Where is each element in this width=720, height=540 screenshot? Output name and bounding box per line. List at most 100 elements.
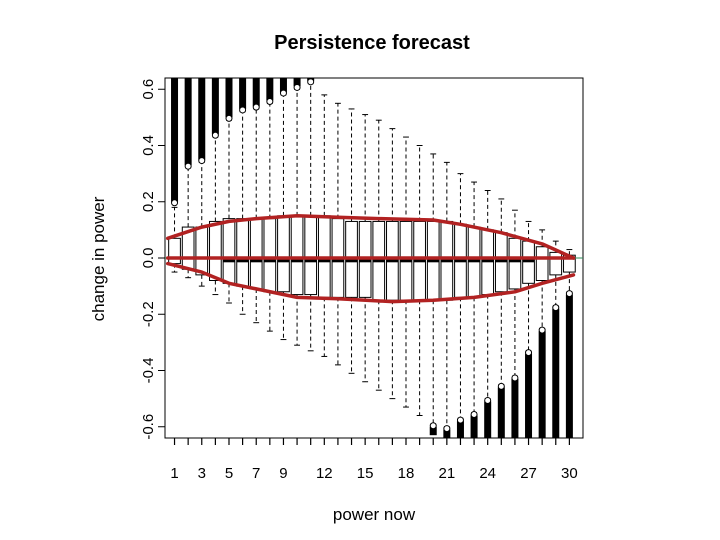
y-tick-label: -0.4	[140, 358, 157, 384]
upper-outliers	[211, 78, 219, 135]
y-tick-label: -0.2	[140, 301, 157, 327]
lower-outliers	[538, 331, 546, 438]
box-body	[304, 215, 318, 296]
x-tick-label: 24	[479, 465, 496, 482]
outlier-point	[252, 103, 260, 111]
box-body	[290, 215, 304, 296]
lower-outliers	[429, 426, 437, 436]
upper-outliers	[293, 78, 301, 87]
box-13	[331, 102, 345, 366]
upper-outliers	[239, 78, 247, 109]
box-27	[522, 220, 535, 438]
box-body	[549, 251, 563, 276]
outlier-point	[484, 396, 492, 404]
box-18	[399, 136, 413, 408]
outlier-point	[456, 416, 464, 424]
outlier-point	[525, 349, 533, 357]
x-axis: 1 3 5 7 9 12 15 18 21 24 27 30	[170, 438, 578, 482]
box-6	[236, 78, 249, 315]
x-tick-label: 21	[438, 465, 455, 482]
box-21	[440, 161, 454, 438]
box-15	[358, 114, 372, 383]
box-19	[413, 145, 426, 416]
chart-title: Persistence forecast	[274, 32, 470, 54]
box-body	[249, 218, 263, 290]
lower-outliers	[443, 429, 451, 438]
box-body	[277, 215, 290, 293]
outlier-point	[198, 157, 206, 165]
y-tick-label: -0.6	[140, 414, 157, 440]
x-tick-label: 18	[398, 465, 415, 482]
box-body	[209, 220, 222, 281]
outlier-point	[266, 98, 274, 105]
outlier-point	[279, 89, 287, 97]
x-tick-label: 9	[279, 465, 287, 482]
box-22	[454, 173, 467, 438]
upper-outliers	[184, 78, 192, 166]
box-body	[168, 237, 181, 265]
x-tick-label: 1	[170, 465, 178, 482]
lower-envelope-line	[165, 261, 576, 304]
upper-outliers	[225, 78, 233, 118]
box-10	[290, 78, 304, 346]
box-14	[345, 108, 358, 374]
box-body	[263, 218, 277, 293]
x-tick-label: 27	[520, 465, 537, 482]
x-tick-label: 7	[252, 465, 260, 482]
upper-outliers	[171, 78, 179, 202]
x-axis-label: power now	[333, 505, 416, 524]
box-29	[549, 240, 563, 438]
lower-outliers	[484, 401, 492, 438]
x-tick-label: 15	[357, 465, 374, 482]
upper-outliers	[279, 78, 287, 93]
lower-outliers	[565, 294, 573, 438]
x-tick-label: 12	[316, 465, 333, 482]
outlier-point	[511, 374, 519, 382]
outlier-point	[497, 382, 505, 390]
outlier-point	[470, 411, 478, 418]
y-tick-label: 0.2	[140, 191, 157, 212]
lower-outliers	[552, 308, 560, 438]
y-axis: -0.6 -0.4 -0.2 0.0 0.2 0.4 0.6	[140, 79, 165, 440]
box-body	[535, 246, 549, 281]
box-body	[236, 218, 249, 287]
upper-outliers	[266, 78, 274, 101]
box-body	[508, 237, 522, 290]
box-3	[195, 78, 209, 287]
upper-envelope-line	[165, 214, 576, 260]
box-7	[249, 78, 263, 324]
outlier-point	[211, 131, 219, 139]
lower-outliers	[470, 415, 478, 438]
outlier-point	[225, 114, 233, 122]
outlier-point	[184, 162, 192, 170]
box-12	[317, 94, 331, 357]
lower-outliers	[456, 421, 464, 438]
box-25	[494, 198, 508, 438]
outlier-point	[443, 425, 451, 433]
box-20	[426, 153, 440, 436]
upper-outliers	[252, 78, 260, 107]
box-16	[372, 119, 386, 391]
y-axis-label: change in power	[89, 196, 108, 321]
box-body	[195, 226, 209, 276]
outlier-point	[552, 304, 560, 312]
lower-outliers	[511, 378, 519, 438]
lower-outliers	[497, 387, 505, 438]
box-body	[222, 218, 236, 284]
lower-outliers	[525, 353, 533, 438]
y-tick-label: 0.4	[140, 135, 157, 156]
outlier-point	[293, 83, 301, 91]
box-4	[209, 78, 222, 296]
upper-outliers	[198, 78, 206, 160]
box-26	[508, 209, 522, 438]
box-9	[277, 78, 290, 341]
outlier-point	[171, 199, 179, 207]
box-5	[222, 78, 236, 304]
box-1	[168, 78, 181, 273]
box-28	[535, 229, 549, 438]
outlier-point	[538, 326, 546, 334]
box-8	[263, 78, 277, 332]
x-tick-label: 30	[561, 465, 578, 482]
overlay-lines	[165, 214, 583, 304]
